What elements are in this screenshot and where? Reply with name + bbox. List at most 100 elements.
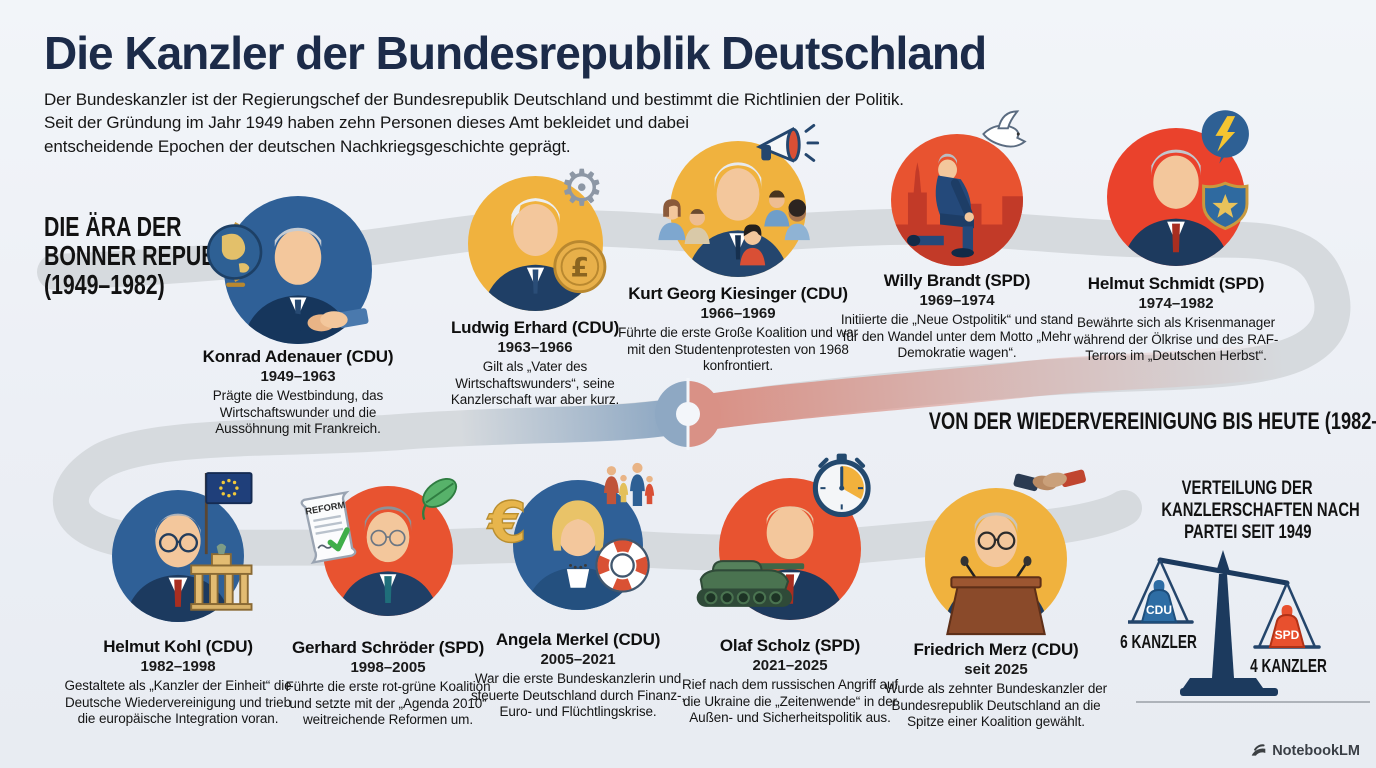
- chancellor-name: Konrad Adenauer (CDU): [202, 347, 394, 366]
- chancellor-card-scholz: Olaf Scholz (SPD) 2021–2025 Rief nach de…: [680, 453, 900, 726]
- portrait-kohl: [112, 472, 253, 622]
- sidebar-title-line-1: VERTEILUNG DER: [1182, 477, 1313, 499]
- eu-flag-icon: [204, 472, 253, 555]
- cdu-count: 6 KANZLER: [1120, 632, 1198, 652]
- chancellor-name: Kurt Georg Kiesinger (CDU): [628, 284, 848, 303]
- chancellor-description: Führte die erste rot-grüne Koalition und…: [285, 679, 491, 727]
- sidebar-title-line-3: PARTEI SEIT 1949: [1183, 520, 1312, 543]
- chancellor-card-brandt: Willy Brandt (SPD) 1969–1974 Initiierte …: [837, 110, 1077, 361]
- ribbon-red-segment: [690, 340, 1303, 430]
- chancellor-description: Initiierte die „Neue Ostpolitik“ und sta…: [840, 312, 1074, 360]
- person-schmidt: [1120, 149, 1232, 266]
- chancellor-years: 1949–1963: [260, 368, 336, 386]
- handshake-icon: [284, 308, 369, 333]
- footer-brand: NotebookLM: [1250, 742, 1360, 759]
- chancellor-years: 1963–1966: [497, 339, 573, 357]
- portrait-schroeder: REFORM: [300, 478, 458, 616]
- chancellor-card-kohl: Helmut Kohl (CDU) 1982–1998 Gestaltete a…: [63, 472, 293, 727]
- dove-icon: [982, 110, 1027, 148]
- reform-document-icon: REFORM: [300, 490, 357, 565]
- crowd-icon: [658, 190, 810, 266]
- kneeling-figure: [907, 153, 974, 258]
- party-balance-scale: CDU SPD: [1128, 550, 1370, 703]
- chancellor-name: Angela Merkel (CDU): [495, 630, 661, 649]
- leaf-icon: [422, 478, 458, 521]
- megaphone-icon: [755, 124, 820, 163]
- spd-weight-label: SPD: [1275, 628, 1300, 642]
- chancellor-name: Gerhard Schröder (SPD): [291, 638, 485, 657]
- svg-text:⚙: ⚙: [559, 158, 604, 217]
- euro-icon: €: [485, 490, 527, 556]
- era1-line-3: (1949–1982): [44, 269, 165, 301]
- chancellor-description: Führte die erste Große Koalition und war…: [618, 325, 858, 373]
- svg-text:£: £: [570, 252, 589, 283]
- chancellor-description: Rief nach dem russischen Angriff auf die…: [681, 677, 899, 725]
- spd-count: 4 KANZLER: [1250, 656, 1328, 676]
- cdu-weight-label: CDU: [1146, 603, 1172, 617]
- life-ring-icon: [595, 538, 650, 593]
- chancellor-card-merkel: € Angela Merkel (CDU) 2005–2021 War die …: [463, 462, 693, 720]
- intro-line-1: Der Bundeskanzler ist der Regierungschef…: [44, 90, 904, 109]
- chancellor-name: Helmut Schmidt (SPD): [1087, 274, 1265, 293]
- svg-text:€: €: [486, 490, 527, 555]
- brandenburg-gate-icon: [190, 543, 253, 611]
- chancellor-years: 2021–2025: [752, 657, 828, 675]
- intro-text: Der Bundeskanzler ist der Regierungschef…: [44, 88, 944, 158]
- chancellor-card-schmidt: Helmut Schmidt (SPD) 1974–1982 Bewährte …: [1056, 110, 1296, 364]
- portrait-brandt: [891, 110, 1027, 266]
- person-kiesinger: [685, 162, 791, 277]
- podium-icon: [946, 555, 1046, 636]
- era2-label: VON DER WIEDERVEREINIGUNG BIS HEUTE (198…: [928, 408, 1376, 435]
- spd-pan: SPD: [1253, 582, 1321, 649]
- pound-coin-icon: £: [552, 240, 606, 294]
- chancellor-years: seit 2025: [964, 661, 1028, 679]
- person-schroeder: [336, 506, 440, 616]
- chancellor-card-merz: Friedrich Merz (CDU) seit 2025 Wurde als…: [881, 469, 1111, 730]
- chancellor-name: Helmut Kohl (CDU): [103, 637, 253, 656]
- chancellor-name: Friedrich Merz (CDU): [913, 640, 1079, 659]
- chancellor-years: 1982–1998: [140, 658, 216, 676]
- chancellor-name: Olaf Scholz (SPD): [719, 636, 861, 655]
- notebooklm-logo-icon: [1251, 744, 1266, 756]
- spd-weight-icon: SPD: [1268, 605, 1306, 648]
- lightning-icon: [1201, 110, 1249, 164]
- chancellor-name: Ludwig Erhard (CDU): [450, 318, 620, 337]
- portrait-scholz: [696, 453, 871, 620]
- family-icon: [604, 462, 655, 506]
- cdu-pan: CDU: [1128, 559, 1194, 624]
- chancellor-description: Gilt als „Vater des Wirtschaftswunders“,…: [450, 359, 620, 407]
- portrait-adenauer: [206, 196, 372, 344]
- footer-brand-name: NotebookLM: [1272, 742, 1360, 759]
- intro-line-3: entscheidende Epochen der deutschen Nach…: [44, 136, 571, 156]
- chancellor-card-adenauer: Konrad Adenauer (CDU) 1949–1963 Prägte d…: [183, 196, 413, 437]
- chancellor-years: 2005–2021: [540, 651, 616, 669]
- chancellor-years: 1969–1974: [919, 292, 995, 310]
- intro-line-2: Seit der Gründung im Jahr 1949 haben zeh…: [44, 113, 689, 133]
- gear-icon: ⚙: [559, 158, 604, 217]
- chancellor-card-schroeder: REFORM Gerhard Schröder (SPD) 1998–2005 …: [278, 478, 498, 728]
- cdu-weight-icon: CDU: [1140, 580, 1178, 623]
- chancellor-years: 1966–1969: [700, 305, 776, 323]
- chancellor-description: Prägte die Westbindung, das Wirtschaftsw…: [212, 388, 384, 436]
- era-split-node: [655, 378, 721, 450]
- portrait-erhard: ⚙ £: [467, 158, 606, 311]
- sidebar-title: VERTEILUNG DER KANZLERSCHAFTEN NACH PART…: [1130, 477, 1365, 543]
- tank-icon: [696, 560, 805, 607]
- portrait-merkel: €: [485, 462, 655, 610]
- portrait-schmidt: [1107, 110, 1249, 266]
- chancellor-description: Wurde als zehnter Bundeskanzler der Bund…: [884, 681, 1108, 729]
- chancellor-card-erhard: ⚙ £ Ludwig Erhard (CDU) 1963–1966 Gilt a…: [435, 158, 635, 408]
- portrait-kiesinger: [658, 124, 820, 277]
- page-title: Die Kanzler der Bundesrepublik Deutschla…: [44, 27, 987, 79]
- chancellor-years: 1998–2005: [350, 659, 426, 677]
- chancellor-name: Willy Brandt (SPD): [883, 271, 1031, 290]
- chancellor-card-kiesinger: Kurt Georg Kiesinger (CDU) 1966–1969 Füh…: [618, 124, 858, 374]
- globe-icon: [206, 222, 263, 287]
- stopwatch-icon: [812, 453, 871, 518]
- era1-line-1: DIE ÄRA DER: [44, 211, 182, 242]
- chancellor-description: War die erste Bundeskanzlerin und steuer…: [470, 671, 686, 719]
- chancellor-description: Gestaltete als „Kanzler der Einheit“ die…: [64, 678, 292, 726]
- portrait-merz: [925, 469, 1086, 636]
